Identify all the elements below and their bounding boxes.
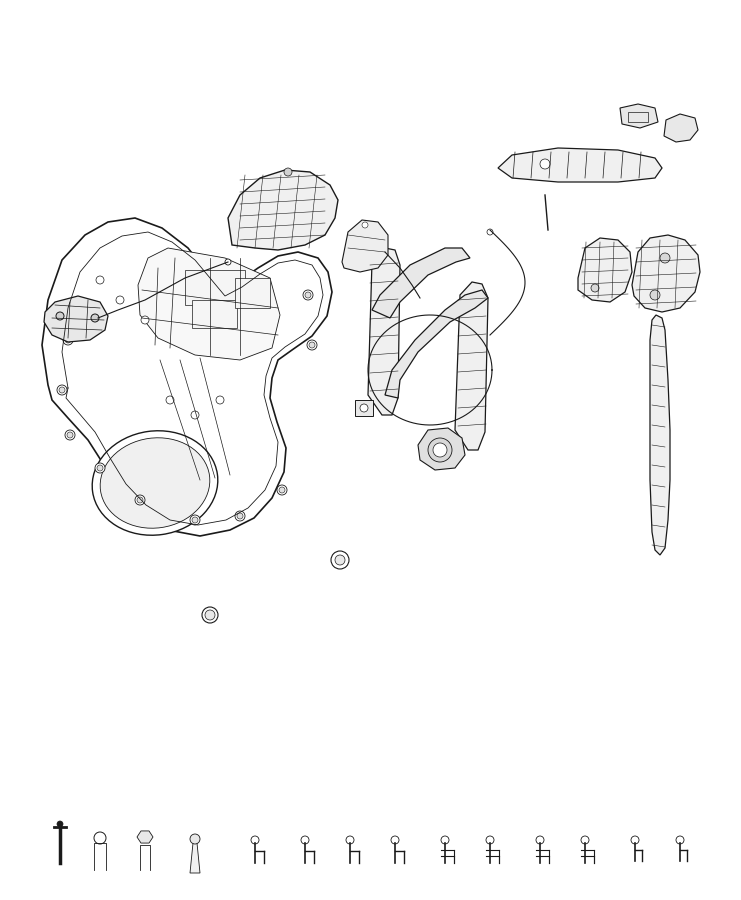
Circle shape (284, 168, 292, 176)
Circle shape (63, 335, 73, 345)
Circle shape (581, 836, 589, 844)
Polygon shape (650, 315, 670, 555)
Circle shape (202, 607, 218, 623)
Bar (235, 278, 270, 308)
Circle shape (97, 465, 103, 471)
Circle shape (591, 284, 599, 292)
Circle shape (192, 517, 198, 523)
Polygon shape (498, 148, 662, 182)
Circle shape (190, 515, 200, 525)
Circle shape (94, 832, 106, 844)
Polygon shape (372, 248, 470, 318)
Circle shape (331, 551, 349, 569)
Circle shape (95, 463, 105, 473)
Polygon shape (228, 170, 338, 250)
Circle shape (487, 229, 493, 235)
Polygon shape (42, 218, 332, 536)
Circle shape (660, 253, 670, 263)
Circle shape (216, 396, 224, 404)
Circle shape (57, 821, 63, 827)
Circle shape (225, 259, 231, 265)
Circle shape (91, 314, 99, 322)
Circle shape (676, 836, 684, 844)
Polygon shape (44, 296, 108, 342)
Circle shape (428, 438, 452, 462)
Circle shape (309, 342, 315, 348)
Circle shape (57, 385, 67, 395)
Polygon shape (368, 248, 400, 415)
Circle shape (362, 222, 368, 228)
Ellipse shape (100, 437, 210, 528)
Circle shape (135, 495, 145, 505)
Circle shape (540, 159, 550, 169)
Circle shape (346, 836, 354, 844)
Polygon shape (137, 831, 153, 843)
Circle shape (650, 290, 660, 300)
Circle shape (251, 836, 259, 844)
Circle shape (303, 290, 313, 300)
Ellipse shape (92, 431, 218, 536)
Circle shape (335, 555, 345, 565)
Circle shape (205, 610, 215, 620)
Bar (628, 112, 648, 122)
Polygon shape (138, 248, 280, 360)
Circle shape (116, 296, 124, 304)
Circle shape (631, 836, 639, 844)
Polygon shape (385, 290, 488, 398)
Circle shape (166, 396, 174, 404)
Polygon shape (578, 238, 632, 302)
Polygon shape (418, 428, 465, 470)
Circle shape (391, 836, 399, 844)
Bar (192, 300, 237, 328)
Polygon shape (190, 843, 200, 873)
Circle shape (301, 836, 309, 844)
Polygon shape (632, 235, 700, 312)
Circle shape (441, 836, 449, 844)
Circle shape (191, 411, 199, 419)
Polygon shape (455, 282, 488, 450)
Circle shape (536, 836, 544, 844)
Circle shape (141, 316, 149, 324)
Circle shape (305, 292, 311, 298)
Circle shape (360, 404, 368, 412)
Circle shape (190, 834, 200, 844)
Circle shape (307, 340, 317, 350)
Bar (355, 400, 373, 416)
Circle shape (279, 487, 285, 493)
Polygon shape (620, 104, 658, 128)
Bar (185, 270, 245, 305)
Circle shape (277, 485, 287, 495)
Polygon shape (342, 220, 388, 272)
Circle shape (137, 497, 143, 503)
Circle shape (65, 430, 75, 440)
Polygon shape (664, 114, 698, 142)
Circle shape (56, 312, 64, 320)
Circle shape (486, 836, 494, 844)
Circle shape (235, 511, 245, 521)
Circle shape (96, 276, 104, 284)
Circle shape (59, 387, 65, 393)
Circle shape (433, 443, 447, 457)
Circle shape (237, 513, 243, 519)
Circle shape (65, 337, 71, 343)
Circle shape (67, 432, 73, 438)
